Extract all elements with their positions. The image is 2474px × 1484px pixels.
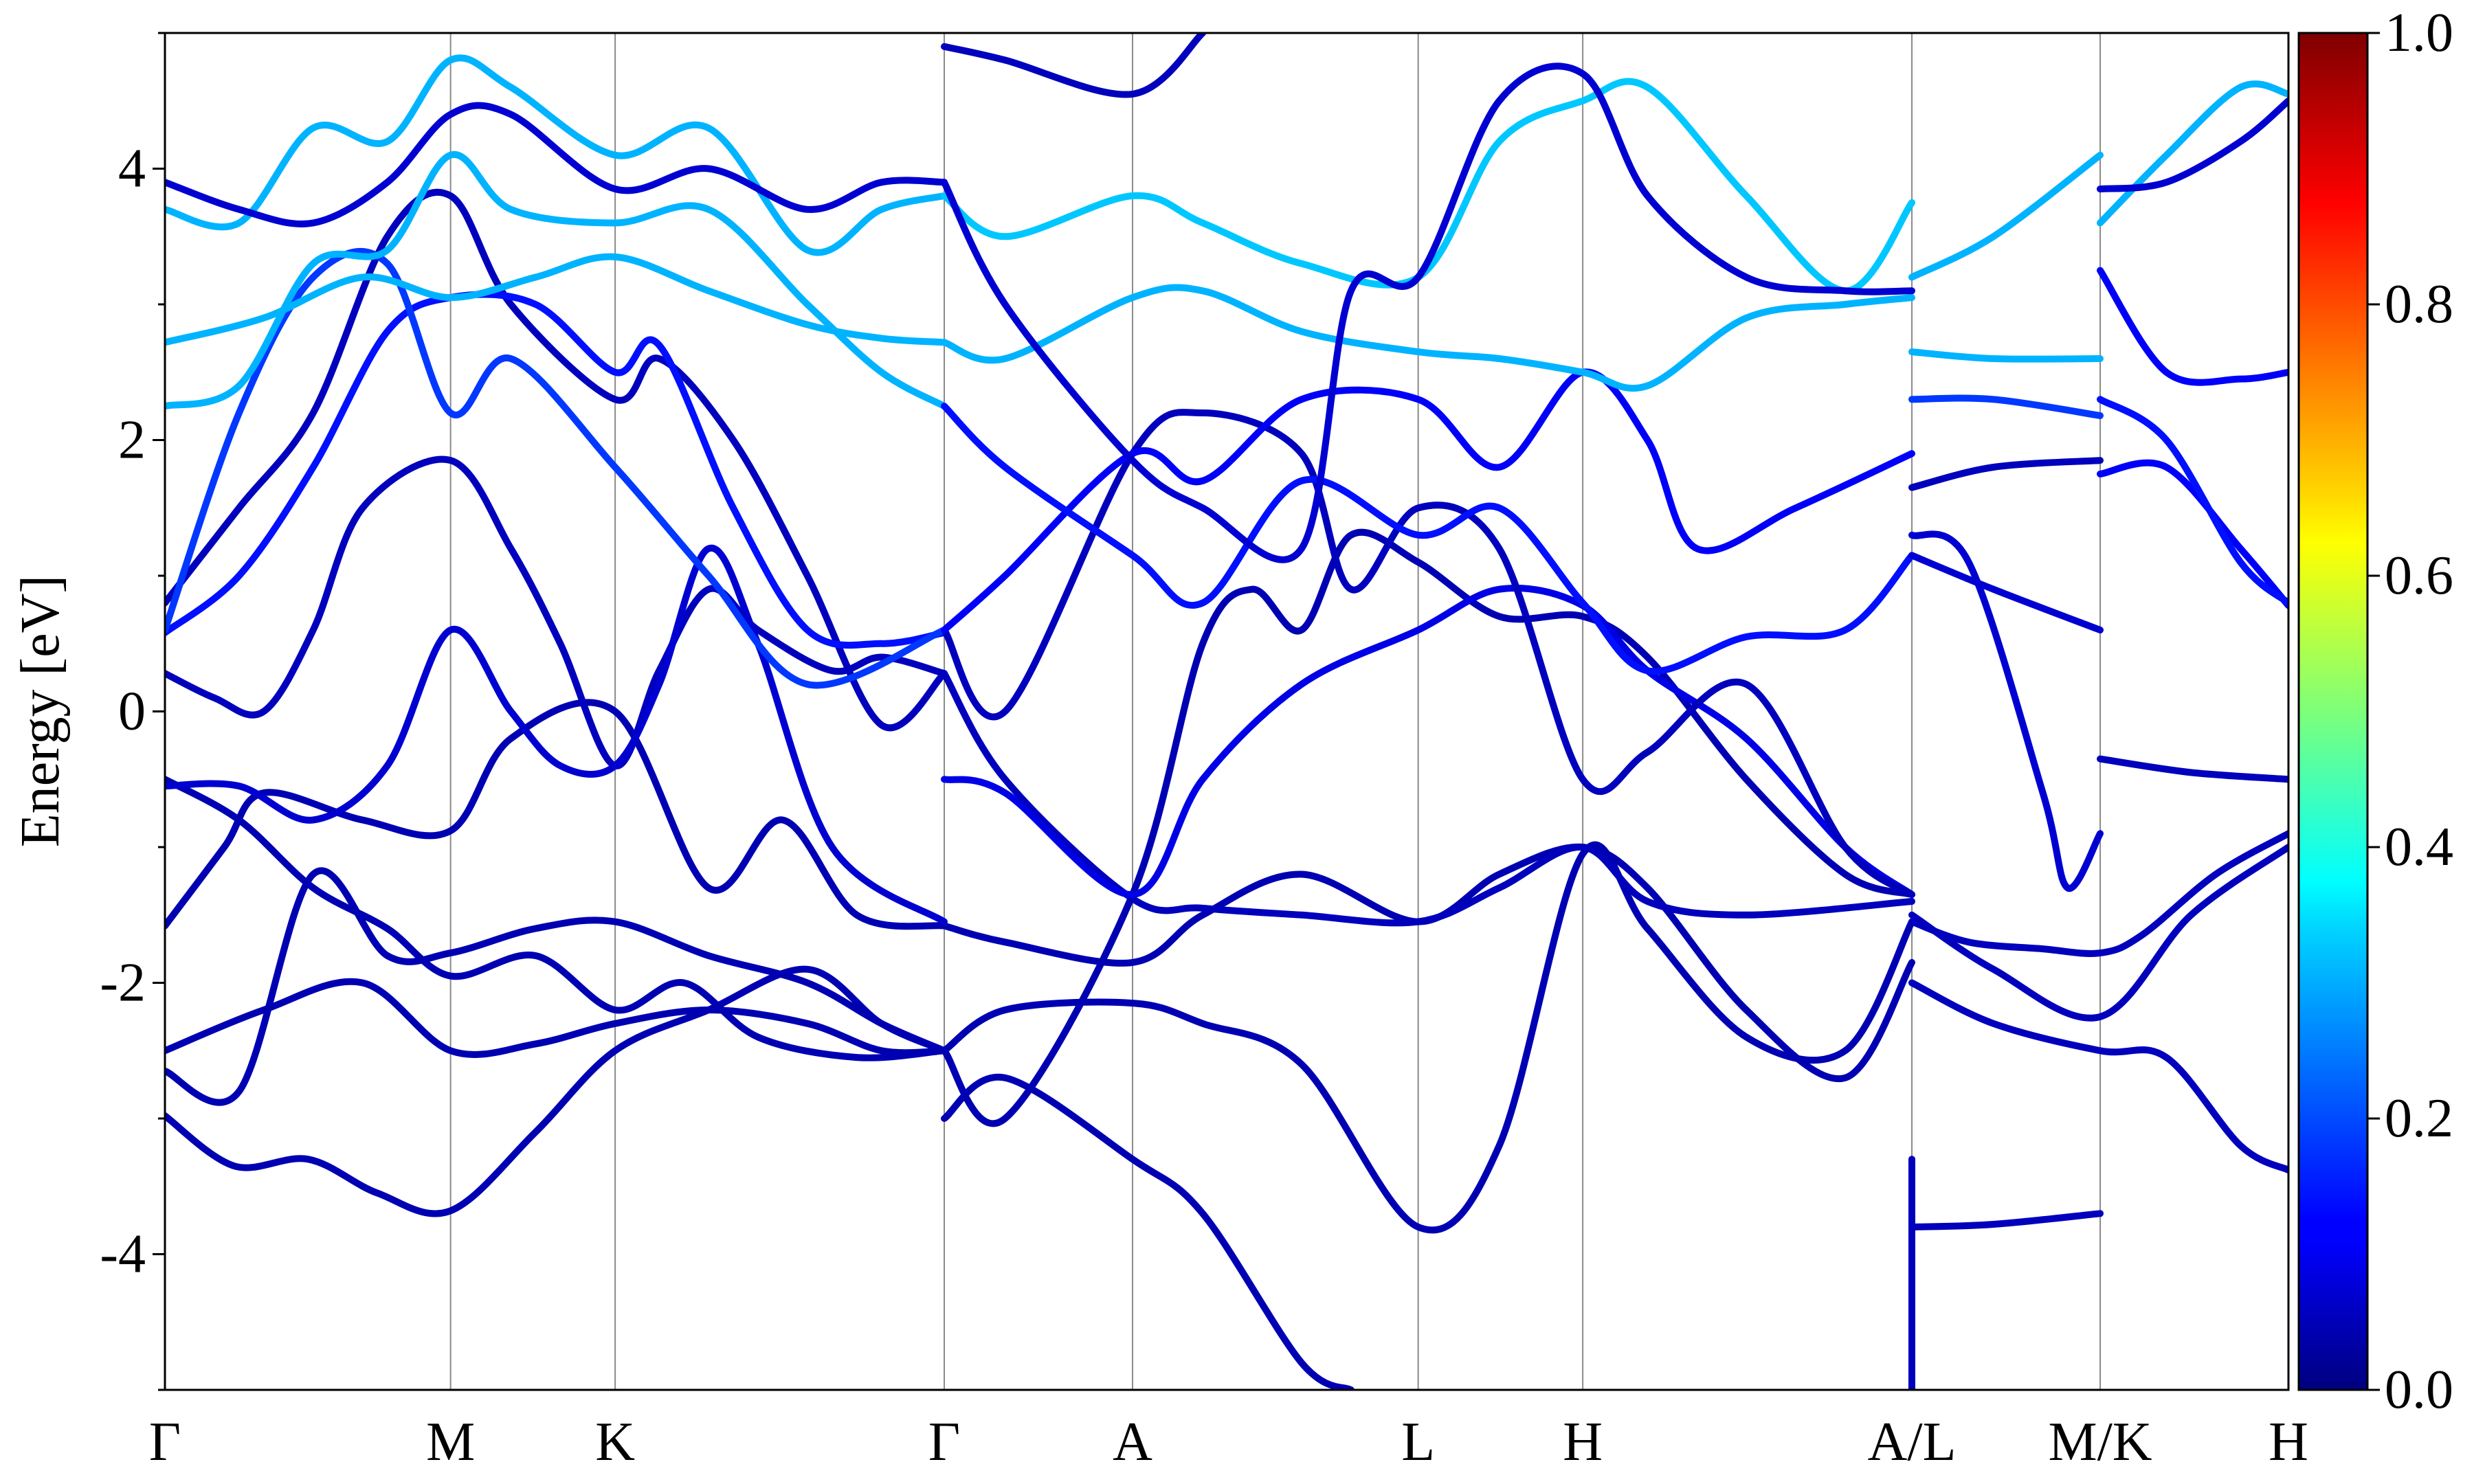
colorbar: 0.0 0.2 0.4 0.6 0.8 1.0 xyxy=(2297,3,2453,1420)
band-line xyxy=(941,63,1915,563)
band-line xyxy=(165,544,948,925)
x-tick-label: M xyxy=(426,1412,475,1472)
band-line xyxy=(2097,755,2288,783)
x-tick-label: H xyxy=(1563,1412,1603,1472)
y-tick-label: 0 xyxy=(118,682,146,742)
band-line xyxy=(2097,396,2288,607)
band-line xyxy=(1908,530,2104,892)
band-line xyxy=(1908,830,2288,957)
y-axis: -4 -2 0 2 4 xyxy=(100,32,165,1391)
band-line xyxy=(941,368,1915,633)
band-line xyxy=(1908,151,2104,281)
band-line xyxy=(165,965,948,1217)
x-tick-label: K xyxy=(595,1412,635,1472)
band-line xyxy=(165,456,948,769)
band-line xyxy=(165,699,948,930)
y-tick-label: -2 xyxy=(100,953,146,1013)
band-line xyxy=(165,248,948,689)
band-line xyxy=(165,867,948,1106)
kpoint-vertical-lines xyxy=(449,33,2102,1390)
band-line xyxy=(941,841,1915,1234)
band-line xyxy=(941,403,1915,675)
band-line xyxy=(1908,394,2104,419)
band-line xyxy=(941,1073,1355,1390)
band-line xyxy=(165,150,948,410)
y-axis-title: Energy [eV] xyxy=(10,575,71,847)
band-line xyxy=(2097,97,2288,193)
band-line xyxy=(941,33,1207,98)
band-line xyxy=(1908,348,2104,363)
band-line xyxy=(1908,1210,2104,1230)
colorbar-tick-label: 0.0 xyxy=(2385,1360,2453,1420)
band-line xyxy=(2097,267,2288,386)
band-line xyxy=(941,78,1915,295)
colorbar-ticks: 0.0 0.2 0.4 0.6 0.8 1.0 xyxy=(2367,3,2453,1420)
band-line xyxy=(1908,457,2104,491)
band-line xyxy=(165,102,948,227)
band-line xyxy=(941,409,1915,899)
band-line xyxy=(941,585,1915,899)
colorbar-tick-label: 0.6 xyxy=(2385,546,2453,606)
colorbar-tick-label: 0.8 xyxy=(2385,274,2453,335)
band-lines xyxy=(165,33,2288,1390)
band-line xyxy=(165,188,948,732)
colorbar-tick-label: 0.2 xyxy=(2385,1088,2453,1149)
x-tick-label: Γ xyxy=(928,1412,960,1472)
band-line xyxy=(1908,552,2104,633)
band-line xyxy=(165,776,948,1061)
band-line xyxy=(1908,844,2288,1022)
band-line xyxy=(165,253,948,346)
x-tick-label: A xyxy=(1113,1412,1152,1472)
x-axis: Γ M K Γ A L H A/L M/K H xyxy=(149,1412,2308,1472)
x-tick-label: A/L xyxy=(1868,1412,1957,1472)
x-tick-label: H xyxy=(2269,1412,2308,1472)
colorbar-tick-label: 0.4 xyxy=(2385,817,2453,877)
x-tick-label: L xyxy=(1401,1412,1435,1472)
band-line xyxy=(1908,979,2288,1173)
band-line xyxy=(165,978,948,1058)
band-line xyxy=(165,54,948,256)
band-line xyxy=(941,843,1915,1083)
band-line xyxy=(2097,80,2288,227)
y-tick-label: 4 xyxy=(118,139,146,199)
colorbar-gradient xyxy=(2297,32,2369,1391)
colorbar-tick-label: 1.0 xyxy=(2385,3,2453,63)
y-tick-label: -4 xyxy=(100,1224,146,1285)
x-tick-label: M/K xyxy=(2048,1412,2152,1472)
x-tick-label: Γ xyxy=(149,1412,181,1472)
band-line xyxy=(165,291,948,649)
y-tick-label: 2 xyxy=(118,410,146,471)
band-line xyxy=(941,284,1915,392)
band-line xyxy=(941,528,1915,1127)
band-line xyxy=(941,670,1915,927)
